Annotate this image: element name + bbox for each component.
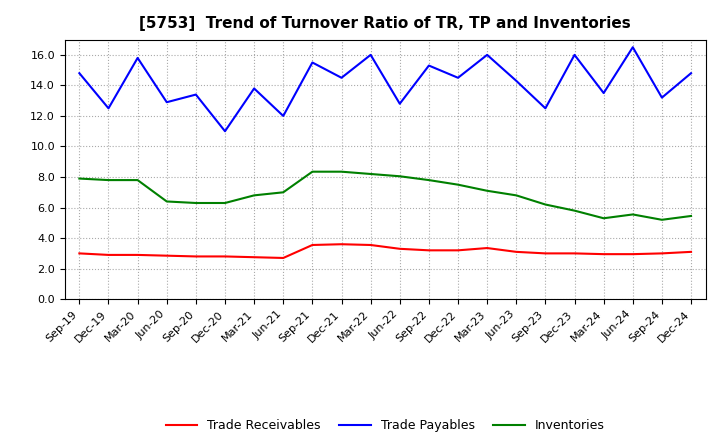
Trade Payables	[570, 52, 579, 58]
Trade Receivables	[163, 253, 171, 258]
Line: Inventories: Inventories	[79, 172, 691, 220]
Line: Trade Receivables: Trade Receivables	[79, 244, 691, 258]
Trade Payables	[279, 114, 287, 119]
Trade Payables	[657, 95, 666, 100]
Line: Trade Payables: Trade Payables	[79, 47, 691, 131]
Trade Payables	[133, 55, 142, 61]
Trade Receivables	[483, 246, 492, 251]
Inventories	[133, 177, 142, 183]
Inventories	[483, 188, 492, 194]
Inventories	[104, 177, 113, 183]
Trade Payables	[425, 63, 433, 68]
Trade Receivables	[279, 255, 287, 260]
Trade Receivables	[454, 248, 462, 253]
Trade Payables	[454, 75, 462, 81]
Trade Receivables	[104, 252, 113, 257]
Inventories	[192, 200, 200, 205]
Trade Payables	[687, 70, 696, 76]
Trade Payables	[75, 70, 84, 76]
Trade Receivables	[425, 248, 433, 253]
Inventories	[163, 199, 171, 204]
Inventories	[425, 177, 433, 183]
Inventories	[657, 217, 666, 223]
Trade Payables	[250, 86, 258, 91]
Trade Payables	[395, 101, 404, 106]
Trade Receivables	[192, 254, 200, 259]
Trade Payables	[483, 52, 492, 58]
Trade Payables	[104, 106, 113, 111]
Inventories	[395, 174, 404, 179]
Trade Receivables	[220, 254, 229, 259]
Inventories	[279, 190, 287, 195]
Trade Receivables	[629, 252, 637, 257]
Title: [5753]  Trend of Turnover Ratio of TR, TP and Inventories: [5753] Trend of Turnover Ratio of TR, TP…	[140, 16, 631, 32]
Inventories	[366, 171, 375, 176]
Inventories	[570, 208, 579, 213]
Trade Payables	[629, 44, 637, 50]
Inventories	[454, 182, 462, 187]
Inventories	[220, 200, 229, 205]
Trade Payables	[308, 60, 317, 65]
Inventories	[687, 213, 696, 219]
Inventories	[75, 176, 84, 181]
Trade Receivables	[395, 246, 404, 251]
Inventories	[337, 169, 346, 174]
Trade Receivables	[687, 249, 696, 254]
Trade Receivables	[75, 251, 84, 256]
Trade Receivables	[308, 242, 317, 248]
Inventories	[629, 212, 637, 217]
Inventories	[308, 169, 317, 174]
Inventories	[541, 202, 550, 207]
Trade Receivables	[337, 242, 346, 247]
Trade Payables	[192, 92, 200, 97]
Trade Payables	[512, 78, 521, 84]
Trade Receivables	[250, 255, 258, 260]
Trade Payables	[541, 106, 550, 111]
Trade Payables	[366, 52, 375, 58]
Trade Receivables	[657, 251, 666, 256]
Trade Payables	[163, 99, 171, 105]
Trade Payables	[220, 128, 229, 134]
Trade Receivables	[570, 251, 579, 256]
Inventories	[599, 216, 608, 221]
Trade Receivables	[366, 242, 375, 248]
Trade Receivables	[133, 252, 142, 257]
Legend: Trade Receivables, Trade Payables, Inventories: Trade Receivables, Trade Payables, Inven…	[161, 414, 610, 437]
Inventories	[512, 193, 521, 198]
Inventories	[250, 193, 258, 198]
Trade Receivables	[599, 252, 608, 257]
Trade Payables	[599, 90, 608, 95]
Trade Receivables	[541, 251, 550, 256]
Trade Payables	[337, 75, 346, 81]
Trade Receivables	[512, 249, 521, 254]
